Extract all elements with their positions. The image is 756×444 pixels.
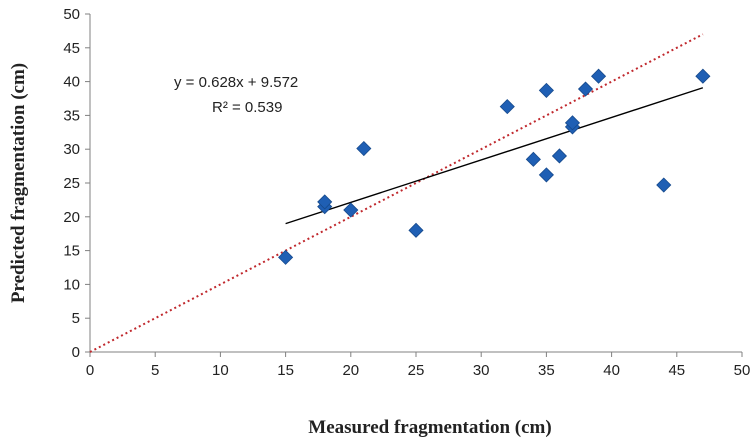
x-axis-title: Measured fragmentation (cm) — [308, 417, 551, 438]
x-tick-label: 15 — [277, 362, 294, 379]
y-tick-label: 10 — [63, 276, 80, 293]
data-point — [564, 115, 581, 131]
y-tick-label: 50 — [63, 6, 80, 23]
y-axis-title: Predicted fragmentation (cm) — [8, 63, 29, 303]
y-tick-label: 25 — [63, 175, 80, 192]
y-tick-label: 20 — [63, 209, 80, 226]
x-tick-label: 30 — [473, 362, 490, 379]
data-points — [278, 68, 711, 265]
data-point — [408, 222, 424, 238]
data-point — [278, 249, 294, 265]
x-tick-label: 10 — [212, 362, 229, 379]
data-point — [317, 194, 333, 210]
y-tick-label: 15 — [63, 243, 80, 260]
trendline-r-squared: R² = 0.539 — [212, 99, 282, 116]
x-axis: 0 5 10 15 20 25 30 35 40 45 50 — [86, 351, 751, 379]
data-point — [551, 148, 568, 164]
data-point — [499, 99, 515, 115]
data-point — [656, 177, 672, 193]
data-point — [343, 202, 359, 218]
x-tick-label: 35 — [538, 362, 555, 379]
x-tick-label: 0 — [86, 362, 94, 379]
y-axis: 0 5 10 15 20 25 30 35 40 45 50 — [63, 6, 91, 361]
trendline — [285, 87, 704, 225]
data-point — [525, 151, 541, 167]
reference-line — [89, 33, 704, 353]
x-tick-label: 20 — [342, 362, 359, 379]
y-tick-label: 30 — [63, 141, 80, 158]
data-point — [590, 68, 607, 84]
trendline-equation: y = 0.628x + 9.572 — [174, 74, 298, 91]
x-tick-label: 50 — [734, 362, 751, 379]
reference-line-group — [89, 33, 704, 353]
y-tick-label: 40 — [63, 74, 80, 91]
data-point — [538, 167, 554, 183]
y-tick-label: 45 — [63, 40, 80, 57]
data-point — [538, 82, 554, 98]
y-tick-label: 0 — [72, 344, 80, 361]
x-tick-label: 45 — [668, 362, 685, 379]
trendline-group — [285, 87, 704, 225]
data-point — [577, 81, 594, 97]
y-tick-label: 5 — [72, 310, 80, 327]
data-point — [695, 68, 711, 84]
x-tick-label: 40 — [603, 362, 620, 379]
data-point — [356, 140, 372, 157]
y-tick-label: 35 — [63, 107, 80, 124]
x-tick-label: 5 — [151, 362, 159, 379]
x-tick-label: 25 — [408, 362, 425, 379]
